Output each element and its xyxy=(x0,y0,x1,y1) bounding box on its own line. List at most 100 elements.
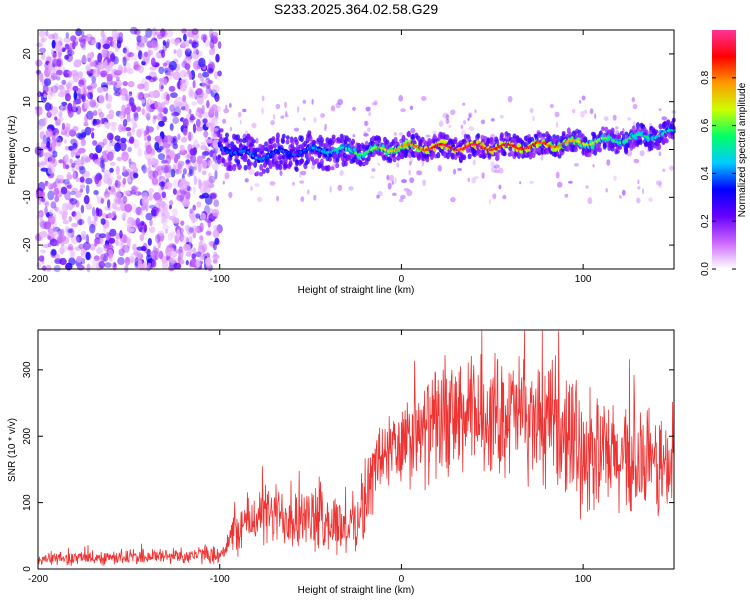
spectrogram-noise-blob xyxy=(160,92,166,101)
snr-series-line xyxy=(37,330,675,566)
spectrogram-noise-blob xyxy=(115,241,123,246)
spectrogram-noise-blob xyxy=(132,243,137,251)
spectrogram-noise-blob xyxy=(109,53,116,62)
spectrogram-noise-blob xyxy=(44,102,52,112)
spectrogram-noise-blob xyxy=(131,203,137,214)
x-tick-label: 0 xyxy=(399,574,405,585)
spectrogram-noise-blob xyxy=(474,109,477,114)
spectrogram-noise-blob xyxy=(172,116,180,124)
spectrogram-noise-blob xyxy=(280,115,285,119)
colorbar-ticks: 0.0 0.2 0.4 0.6 0.8 xyxy=(700,70,736,276)
spectrogram-noise-blob xyxy=(146,102,150,111)
spectrogram-noise-blob xyxy=(131,125,136,135)
spectrogram-signal-halo xyxy=(315,158,320,164)
spectrogram-noise-blob xyxy=(594,113,597,120)
spectrogram-signal-halo xyxy=(403,151,408,159)
spectrogram-noise-blob xyxy=(450,109,456,116)
x-tick-label: 0 xyxy=(399,274,405,285)
spectrogram-noise-blob xyxy=(182,168,187,175)
spectrogram-noise-blob xyxy=(125,221,130,227)
spectrogram-noise-blob xyxy=(269,181,276,186)
spectrogram-noise-blob xyxy=(207,79,213,85)
spectrogram-noise-blob xyxy=(69,198,78,205)
spectrogram-noise-blob xyxy=(406,189,413,197)
spectrogram-noise-blob xyxy=(173,262,182,270)
spectrogram-noise-blob xyxy=(139,127,145,134)
spectrogram-noise-blob xyxy=(154,167,160,174)
spectrogram-noise-blob xyxy=(144,55,150,63)
spectrogram-noise-blob xyxy=(188,248,193,253)
spectrogram-noise-blob xyxy=(163,78,168,86)
spectrogram-noise-blob xyxy=(212,127,219,132)
spectrogram-noise-blob xyxy=(189,148,196,156)
spectrogram-noise-blob xyxy=(196,143,200,149)
spectrogram-noise-blob xyxy=(110,81,118,86)
spectrogram-noise-blob xyxy=(632,103,638,110)
spectrogram-noise-blob xyxy=(450,197,456,203)
spectrogram-noise-blob xyxy=(209,193,217,200)
spectrogram-noise-blob xyxy=(193,47,199,55)
spectrogram-noise-blob xyxy=(47,164,53,175)
spectrogram-noise-blob xyxy=(71,211,77,217)
spectrogram-noise-blob xyxy=(101,87,108,92)
spectrogram-noise-blob xyxy=(124,107,131,115)
spectrogram-noise-blob xyxy=(136,44,141,52)
spectrogram-noise-blob xyxy=(107,212,112,219)
spectrogram-noise-blob xyxy=(199,255,206,261)
spectrogram-signal-halo xyxy=(476,149,481,156)
spectrogram-noise-blob xyxy=(47,235,52,240)
spectrogram-noise-blob xyxy=(94,240,98,247)
spectrogram-x-ticks: -200 -100 0 100 xyxy=(28,30,592,285)
spectrogram-signal-halo xyxy=(538,132,543,139)
spectrogram-noise-blob xyxy=(147,50,152,58)
spectrogram-noise-blob xyxy=(150,250,158,259)
spectrogram-noise-blob xyxy=(170,168,176,178)
spectrogram-noise-blob xyxy=(192,167,196,178)
spectrogram-noise-blob xyxy=(109,122,118,127)
spectrogram-noise-blob xyxy=(122,195,128,204)
spectrogram-signal-halo xyxy=(330,166,335,171)
spectrogram-noise-blob xyxy=(141,98,146,104)
spectrogram-noise-blob xyxy=(437,165,442,172)
spectrogram-noise-blob xyxy=(409,105,414,111)
spectrogram-noise-blob xyxy=(365,120,368,127)
spectrogram-noise-blob xyxy=(212,242,217,251)
spectrogram-noise-blob xyxy=(149,127,154,133)
spectrogram-signal-halo xyxy=(281,138,285,144)
spectrogram-noise-blob xyxy=(223,108,230,114)
spectrogram-noise-blob xyxy=(53,240,60,246)
spectrogram-signal-halo xyxy=(499,132,504,139)
spectrogram-noise-blob xyxy=(39,230,48,238)
spectrogram-noise-blob xyxy=(114,180,121,189)
spectrogram-noise-blob xyxy=(222,180,225,185)
spectrogram-noise-blob xyxy=(388,174,395,182)
spectrogram-noise-blob xyxy=(157,153,166,161)
spectrogram-noise-blob xyxy=(169,104,176,112)
spectrogram-noise-blob xyxy=(202,181,209,190)
spectrogram-noise-blob xyxy=(115,69,123,74)
spectrogram-noise-blob xyxy=(208,48,215,56)
spectrogram-noise-blob xyxy=(102,43,110,50)
spectrogram-noise-blob xyxy=(162,62,167,67)
spectrogram-noise-blob xyxy=(320,113,326,118)
spectrogram-noise-blob xyxy=(299,180,305,184)
spectrogram-signal-halo xyxy=(649,146,654,151)
spectrogram-noise-blob xyxy=(200,76,204,83)
spectrogram-noise-blob xyxy=(182,94,187,103)
spectrogram-noise-blob xyxy=(416,170,423,176)
spectrogram-noise-blob xyxy=(270,120,275,126)
spectrogram-noise-blob xyxy=(165,135,173,142)
spectrogram-noise-blob xyxy=(488,198,492,205)
spectrogram-noise-blob xyxy=(168,264,175,272)
spectrogram-signal-halo xyxy=(269,144,274,151)
spectrogram-signal-halo xyxy=(347,137,351,142)
spectrogram-noise-blob xyxy=(579,100,582,104)
spectrogram-noise-blob xyxy=(42,36,47,43)
spectrogram-noise-blob xyxy=(173,99,178,107)
spectrogram-signal-halo xyxy=(223,162,228,167)
y-tick-label: 100 xyxy=(22,494,33,511)
x-tick-label: -100 xyxy=(210,274,230,285)
spectrogram-noise-blob xyxy=(392,192,397,196)
spectrogram-noise-blob xyxy=(96,246,103,255)
spectrogram-noise-blob xyxy=(84,99,90,110)
